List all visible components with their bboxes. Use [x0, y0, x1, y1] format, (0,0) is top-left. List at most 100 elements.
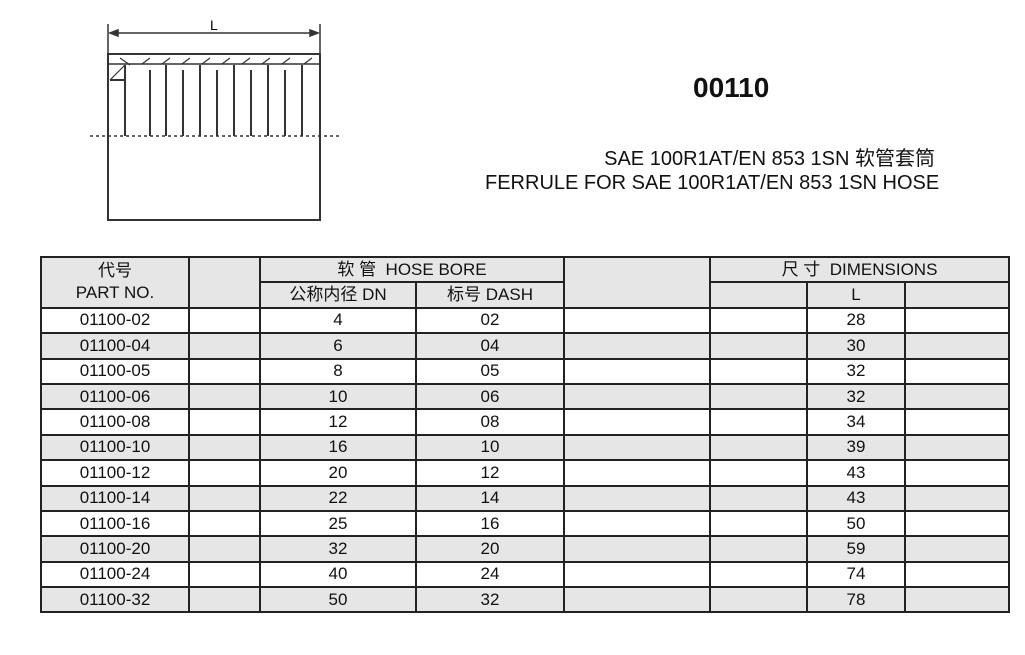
cell-blank: [188, 357, 261, 385]
title-cn: SAE 100R1AT/EN 853 1SN 软管套筒: [604, 148, 935, 170]
cell-dn: 10: [259, 382, 417, 411]
cell-blank: [563, 357, 711, 385]
cell-part: 01100-06: [40, 382, 190, 411]
cell-blank: [563, 484, 711, 512]
cell-l: 59: [806, 535, 906, 563]
table-row: 01100-05 8 05 32: [40, 357, 1010, 385]
table-row: 01100-20 32 20 59: [40, 535, 1010, 563]
table-row: 01100-14 22 14 43: [40, 484, 1010, 512]
cell-l: 43: [806, 484, 906, 512]
table-row: 01100-10 16 10 39: [40, 433, 1010, 462]
cell-dn: 8: [259, 357, 417, 385]
cell-dn: 22: [259, 484, 417, 512]
cell-blank: [709, 408, 808, 436]
cell-blank: [563, 433, 711, 462]
cell-part: 01100-08: [40, 408, 190, 436]
cell-blank: [709, 560, 808, 589]
header-blank: [709, 281, 808, 309]
cell-blank: [904, 382, 1010, 411]
header-part-no: 代号 PART NO.: [40, 256, 190, 309]
table-row: 01100-02 4 02 28: [40, 306, 1010, 335]
table-row: 01100-04 6 04 30: [40, 332, 1010, 360]
header-l: L: [806, 281, 906, 309]
cell-blank: [904, 433, 1010, 462]
cell-l: 50: [806, 509, 906, 538]
cell-dn: 20: [259, 459, 417, 487]
cell-l: 32: [806, 382, 906, 411]
cell-blank: [188, 408, 261, 436]
cell-part: 01100-02: [40, 306, 190, 335]
cell-dash: 16: [415, 509, 565, 538]
cell-dash: 02: [415, 306, 565, 335]
cell-dn: 50: [259, 586, 417, 614]
header-dn: 公称内径 DN: [259, 281, 417, 309]
cell-blank: [904, 306, 1010, 335]
cell-part: 01100-14: [40, 484, 190, 512]
table-row: 01100-08 12 08 34: [40, 408, 1010, 436]
cell-blank: [709, 535, 808, 563]
cell-blank: [563, 459, 711, 487]
cell-dn: 16: [259, 433, 417, 462]
cell-blank: [188, 586, 261, 614]
cell-part: 01100-20: [40, 535, 190, 563]
cell-l: 34: [806, 408, 906, 436]
cell-blank: [563, 586, 711, 614]
cell-blank: [188, 382, 261, 411]
header-blank: [904, 281, 1010, 309]
cell-blank: [709, 484, 808, 512]
cell-dn: 12: [259, 408, 417, 436]
dimension-label: L: [210, 17, 218, 33]
header-blank: [188, 256, 261, 309]
cell-blank: [709, 586, 808, 614]
cell-blank: [904, 560, 1010, 589]
cell-blank: [904, 535, 1010, 563]
cell-blank: [709, 382, 808, 411]
cell-dash: 20: [415, 535, 565, 563]
cell-blank: [709, 433, 808, 462]
cell-part: 01100-24: [40, 560, 190, 589]
table-row: 01100-24 40 24 74: [40, 560, 1010, 589]
header-dash: 标号 DASH: [415, 281, 565, 309]
table-row: 01100-16 25 16 50: [40, 509, 1010, 538]
cell-blank: [563, 535, 711, 563]
header-hose-bore: 软 管 HOSE BORE: [259, 255, 565, 284]
cell-blank: [188, 560, 261, 589]
cell-part: 01100-04: [40, 332, 190, 360]
cell-blank: [188, 306, 261, 335]
table-row: 01100-12 20 12 43: [40, 459, 1010, 487]
ferrule-drawing: L: [90, 17, 340, 221]
cell-dn: 6: [259, 332, 417, 360]
cell-blank: [563, 509, 711, 538]
cell-l: 43: [806, 459, 906, 487]
cell-dash: 08: [415, 408, 565, 436]
cell-part: 01100-12: [40, 459, 190, 487]
cell-part: 01100-10: [40, 433, 190, 462]
cell-part: 01100-32: [40, 586, 190, 614]
header-dimensions: 尺 寸 DIMENSIONS: [709, 255, 1010, 284]
cell-dash: 10: [415, 433, 565, 462]
cell-l: 32: [806, 357, 906, 385]
cell-blank: [563, 306, 711, 335]
table-row: 01100-32 50 32 78: [40, 586, 1010, 614]
cell-dash: 24: [415, 560, 565, 589]
cell-blank: [904, 408, 1010, 436]
cell-blank: [709, 357, 808, 385]
cell-blank: [709, 509, 808, 538]
cell-blank: [188, 509, 261, 538]
cell-blank: [563, 382, 711, 411]
cell-blank: [904, 509, 1010, 538]
cell-blank: [188, 332, 261, 360]
cell-blank: [563, 560, 711, 589]
cell-blank: [904, 332, 1010, 360]
cell-blank: [709, 306, 808, 335]
cell-l: 78: [806, 586, 906, 614]
cell-blank: [709, 459, 808, 487]
cell-l: 30: [806, 332, 906, 360]
cell-blank: [904, 459, 1010, 487]
cell-dash: 32: [415, 586, 565, 614]
cell-blank: [904, 586, 1010, 614]
cell-part: 01100-16: [40, 509, 190, 538]
cell-dash: 04: [415, 332, 565, 360]
cell-dash: 05: [415, 357, 565, 385]
cell-blank: [188, 433, 261, 462]
